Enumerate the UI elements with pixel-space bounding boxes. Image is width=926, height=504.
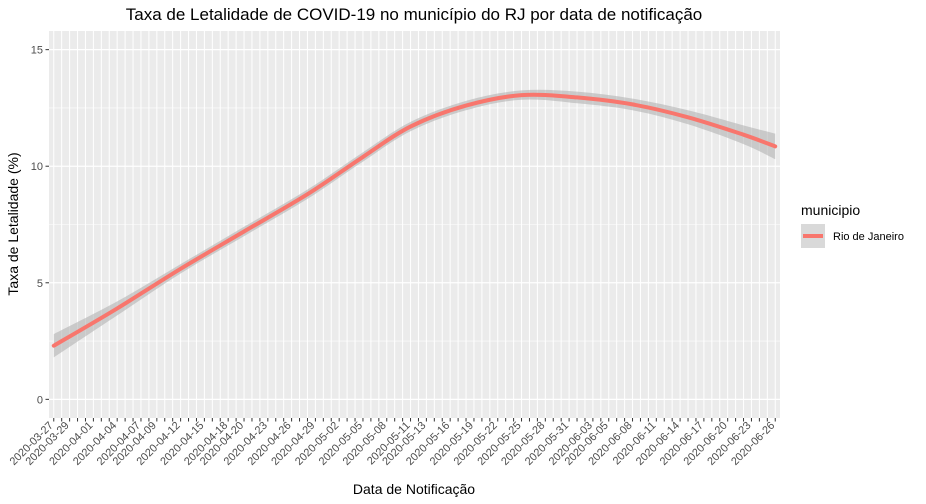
legend-label-rio-de-janeiro: Rio de Janeiro [833,231,904,243]
x-axis: 2020-03-272020-03-292020-04-012020-04-04… [8,418,777,468]
confidence-ribbon [53,89,776,358]
y-tick-label: 10 [31,161,43,173]
y-tick-label: 5 [37,278,43,290]
y-axis: 0 5 10 15 [31,45,49,406]
grid-major [49,31,780,418]
y-tick-label: 0 [37,394,43,406]
series-line-rio-de-janeiro [51,92,778,348]
x-axis-title: Data de Notificação [353,481,475,497]
y-axis-title: Taxa de Letalidade (%) [5,152,21,295]
y-tick-label: 15 [31,45,43,57]
legend-title: municipio [801,202,860,218]
chart-title: Taxa de Letalidade de COVID-19 no municí… [126,5,702,24]
legend: municipio Rio de Janeiro [801,202,904,248]
